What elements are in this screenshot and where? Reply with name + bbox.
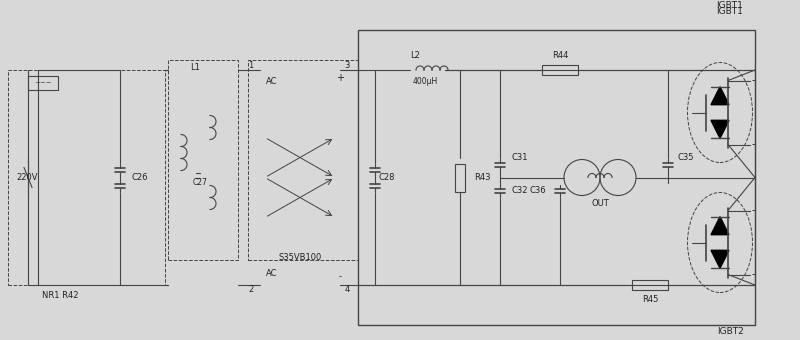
- Text: C26: C26: [132, 173, 149, 182]
- Text: AC: AC: [266, 78, 278, 86]
- Polygon shape: [711, 87, 729, 105]
- Text: IGBT1: IGBT1: [717, 0, 743, 10]
- Polygon shape: [711, 120, 729, 138]
- Text: L1: L1: [190, 64, 200, 72]
- Text: R44: R44: [552, 51, 568, 61]
- Text: OUT: OUT: [591, 199, 609, 208]
- Bar: [542, 65, 578, 75]
- Polygon shape: [711, 250, 729, 268]
- Text: ~~~: ~~~: [34, 80, 52, 86]
- Text: AC: AC: [266, 269, 278, 277]
- Text: 400μH: 400μH: [412, 78, 438, 86]
- Text: -: -: [752, 270, 755, 279]
- Text: 220V: 220V: [16, 173, 38, 182]
- Text: 4: 4: [345, 286, 350, 294]
- Bar: [168, 60, 238, 260]
- Text: 3: 3: [345, 61, 350, 69]
- Text: -: -: [752, 205, 755, 216]
- Text: 1: 1: [248, 61, 254, 69]
- Bar: [8, 70, 165, 285]
- Text: 2: 2: [248, 286, 254, 294]
- Bar: [455, 164, 465, 191]
- Text: L2: L2: [410, 51, 420, 59]
- Text: S35VB100: S35VB100: [278, 254, 322, 262]
- Text: C31: C31: [512, 153, 529, 162]
- Text: C28: C28: [378, 173, 395, 182]
- Text: -: -: [338, 272, 342, 282]
- Text: R45: R45: [642, 294, 658, 304]
- Bar: [28, 76, 58, 90]
- Text: NR1 R42: NR1 R42: [42, 290, 78, 300]
- Text: +: +: [336, 73, 344, 83]
- Bar: [632, 280, 668, 290]
- Text: IGBT2: IGBT2: [717, 327, 743, 337]
- Text: -: -: [752, 75, 755, 85]
- Text: C36: C36: [530, 186, 546, 195]
- Text: C32: C32: [512, 186, 529, 195]
- Text: C27: C27: [193, 178, 207, 187]
- Text: R43: R43: [474, 173, 490, 182]
- Text: C35: C35: [678, 153, 694, 162]
- Bar: [358, 30, 755, 325]
- Polygon shape: [711, 217, 729, 235]
- Text: -: -: [752, 139, 755, 150]
- Text: IGBT1: IGBT1: [717, 7, 743, 17]
- Bar: [248, 60, 358, 260]
